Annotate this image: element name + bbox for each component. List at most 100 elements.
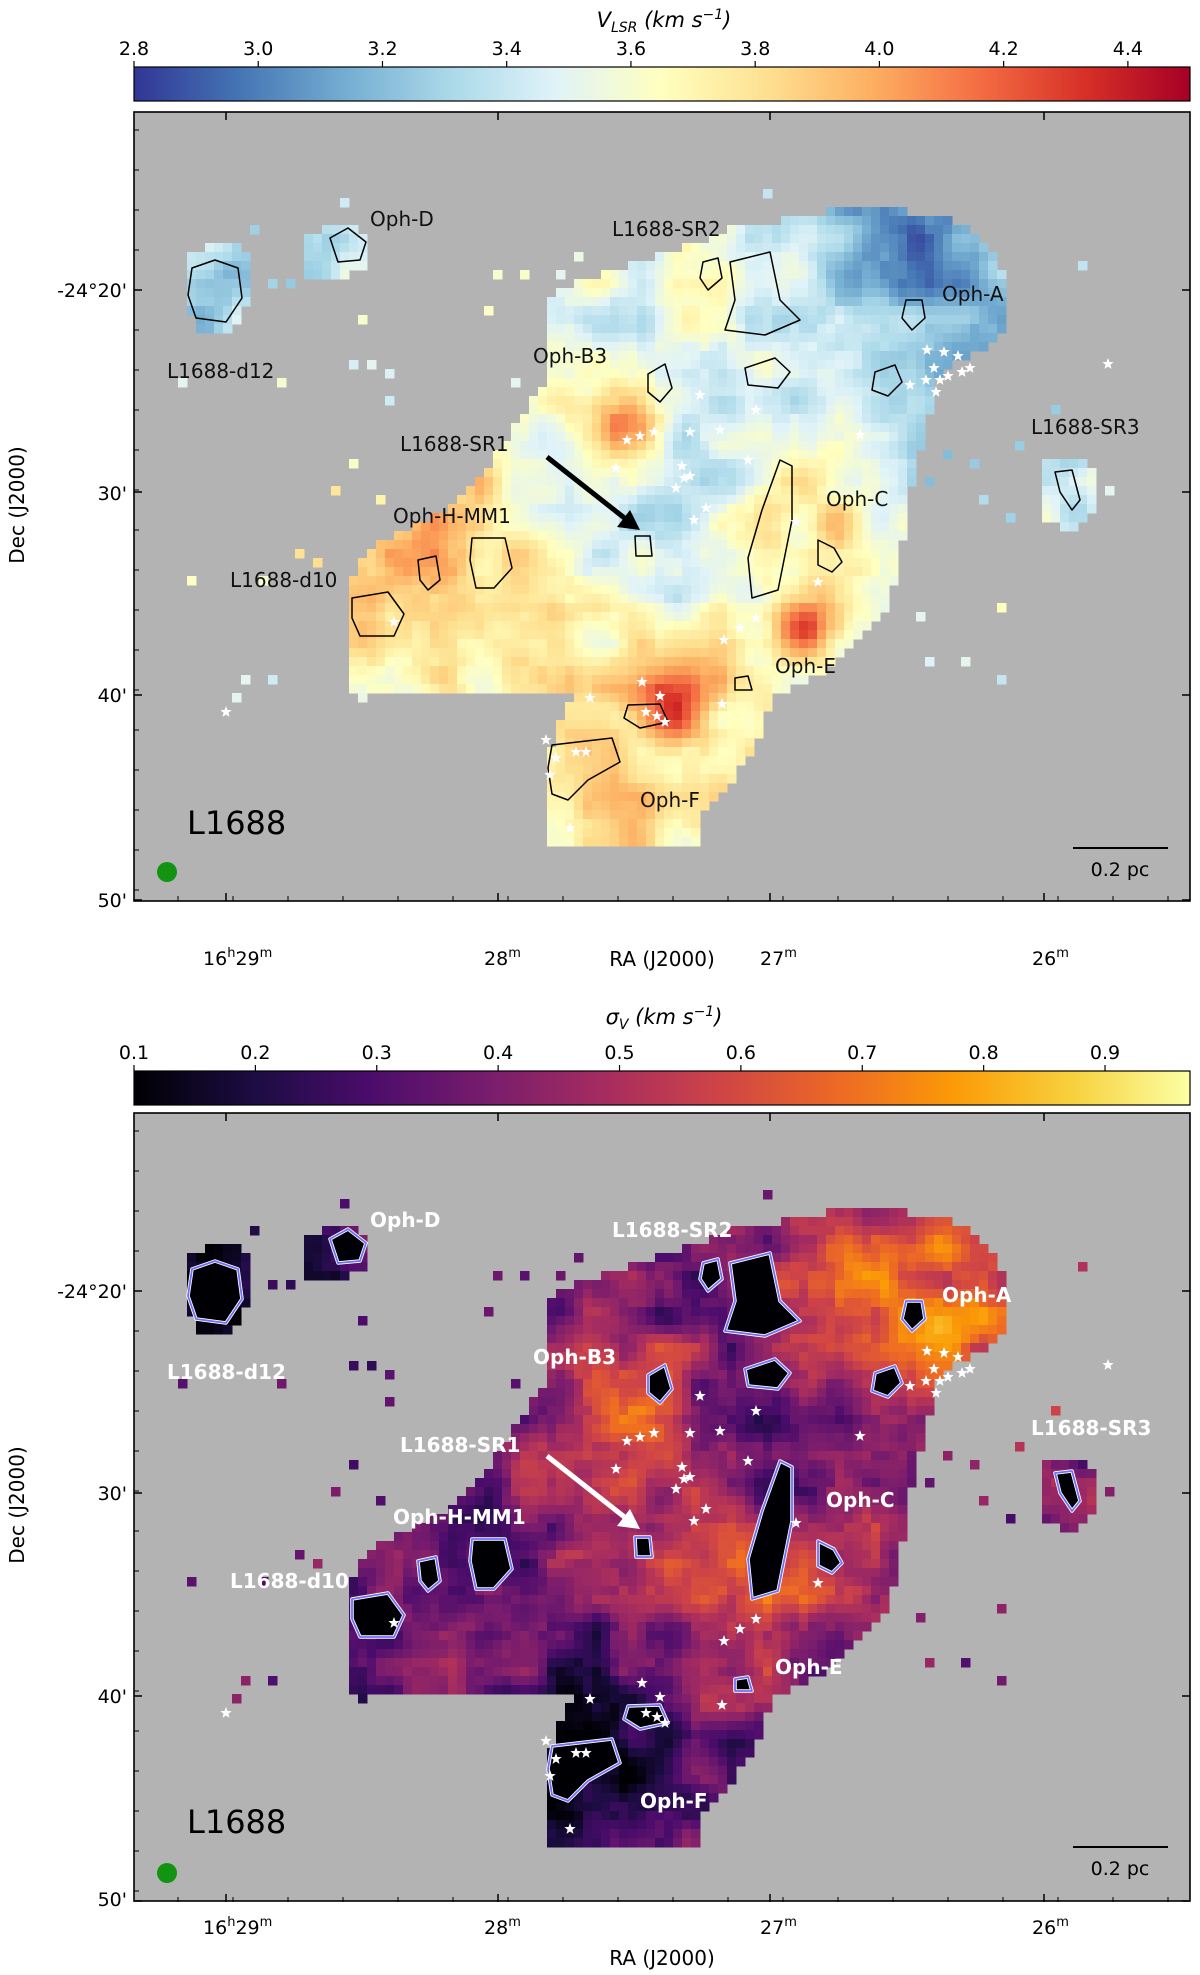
map-pixel: [565, 585, 575, 595]
map-pixel: [844, 288, 854, 298]
map-pixel: [565, 1334, 575, 1344]
map-pixel: [880, 1460, 890, 1470]
map-pixel: [700, 630, 710, 640]
map-pixel: [511, 666, 521, 676]
map-pixel: [826, 1397, 836, 1407]
map-pixel: [655, 486, 665, 496]
map-pixel: [880, 594, 890, 604]
map-pixel: [817, 1442, 827, 1452]
map-pixel: [934, 1370, 944, 1380]
map-pixel: [790, 468, 800, 478]
map-pixel: [529, 639, 539, 649]
map-pixel: [646, 468, 656, 478]
map-pixel: [628, 540, 638, 550]
map-pixel: [718, 666, 728, 676]
map-pixel: [727, 369, 737, 379]
map-pixel: [808, 1478, 818, 1488]
map-pixel: [826, 414, 836, 424]
map-pixel: [529, 594, 539, 604]
map-pixel: [889, 414, 899, 424]
map-pixel: [817, 504, 827, 514]
map-pixel: [421, 549, 431, 559]
map-pixel: [880, 450, 890, 460]
map-pixel: [880, 549, 890, 559]
map-pixel: [610, 819, 620, 829]
map-pixel: [673, 1478, 683, 1488]
map-pixel: [736, 378, 746, 388]
map-pixel: [808, 657, 818, 667]
map-pixel: [700, 1496, 710, 1506]
map-pixel: [619, 1388, 629, 1398]
map-pixel: [205, 288, 215, 298]
map-pixel: [502, 1487, 512, 1497]
map-pixel: [583, 1433, 593, 1443]
map-pixel: [565, 1397, 575, 1407]
map-pixel: [808, 612, 818, 622]
map-pixel: [322, 243, 332, 253]
map-pixel: [745, 288, 755, 298]
map-pixel: [862, 1289, 872, 1299]
map-pixel: [916, 1406, 926, 1416]
map-pixel: [682, 1370, 692, 1380]
map-pixel: [808, 1235, 818, 1245]
map-pixel: [547, 810, 557, 820]
map-pixel: [700, 558, 710, 568]
map-pixel: [511, 603, 521, 613]
map-pixel: [772, 225, 782, 235]
map-pixel: [772, 324, 782, 334]
map-pixel: [367, 639, 377, 649]
map-pixel: [709, 657, 719, 667]
map-pixel: [691, 1253, 701, 1263]
map-pixel: [619, 603, 629, 613]
map-pixel: [736, 1496, 746, 1506]
map-pixel: [547, 495, 557, 505]
colorbar-title-vlsr: VLSR (km s−1): [597, 7, 732, 36]
map-pixel: [610, 423, 620, 433]
map-pixel: [682, 594, 692, 604]
map-pixel: [592, 711, 602, 721]
map-pixel: [700, 747, 710, 757]
map-pixel: [727, 1253, 737, 1263]
map-pixel: [916, 234, 926, 244]
map-pixel: [997, 1325, 1007, 1335]
map-pixel: [790, 585, 800, 595]
map-pixel: [871, 207, 881, 217]
map-pixel: [952, 1253, 962, 1263]
map-pixel: [592, 1406, 602, 1416]
map-pixel: [664, 1487, 674, 1497]
map-pixel: [853, 1244, 863, 1254]
axes-frame-vlsr: [133, 111, 1191, 902]
map-pixel: [871, 603, 881, 613]
map-pixel: [1051, 1496, 1061, 1506]
map-pixel: [619, 1451, 629, 1461]
map-pixel: [520, 540, 530, 550]
map-pixel: [592, 1379, 602, 1389]
map-pixel: [394, 648, 404, 658]
map-pixel: [583, 459, 593, 469]
map-pixel: [718, 369, 728, 379]
map-pixel: [781, 1442, 791, 1452]
map-pixel: [565, 396, 575, 406]
map-pixel: [628, 351, 638, 361]
map-pixel: [403, 585, 413, 595]
map-pixel: [691, 1451, 701, 1461]
map-pixel: [754, 225, 764, 235]
map-pixel: [673, 1334, 683, 1344]
map-pixel: [646, 684, 656, 694]
map-pixel: [349, 576, 359, 586]
map-pixel: [772, 1244, 782, 1254]
map-pixel: [844, 576, 854, 586]
map-pixel: [592, 729, 602, 739]
map-pixel: [925, 333, 935, 343]
map-pixel: [943, 1352, 953, 1362]
map-pixel: [934, 252, 944, 262]
map-pixel: [916, 432, 926, 442]
map-pixel: [619, 558, 629, 568]
map-pixel: [349, 234, 359, 244]
map-pixel: [790, 450, 800, 460]
map-pixel: [502, 639, 512, 649]
map-pixel: [790, 513, 800, 523]
map-pixel: [988, 1253, 998, 1263]
map-pixel: [358, 630, 368, 640]
map-pixel: [1042, 513, 1052, 523]
